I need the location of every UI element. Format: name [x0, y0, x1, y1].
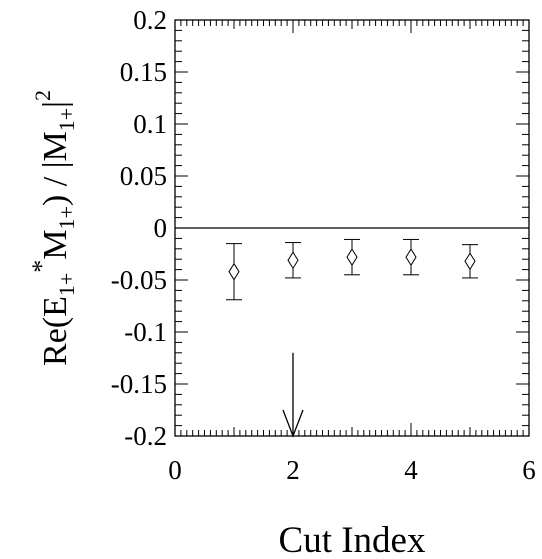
- arrow-head: [282, 409, 304, 438]
- tick-labels: 0.20.150.10.050-0.05-0.1-0.15-0.20 2 4 6: [111, 5, 536, 485]
- data-point-diamond: [228, 262, 240, 281]
- tick-marks: [174, 19, 530, 437]
- x-tick-label: 2: [286, 455, 300, 485]
- y-tick-label: 0.05: [120, 161, 167, 191]
- y-tick-label: 0.2: [133, 5, 167, 35]
- cut-arrow: [282, 352, 304, 438]
- y-tick-label: 0: [154, 213, 168, 243]
- x-tick-label: 6: [522, 455, 536, 485]
- data-point-diamond: [405, 248, 417, 267]
- y-tick-label: -0.05: [111, 265, 167, 295]
- y-tick-label: -0.2: [124, 421, 167, 451]
- data-point-diamond: [346, 248, 358, 267]
- x-tick-label: 4: [404, 455, 418, 485]
- data-point-diamond: [287, 251, 299, 270]
- y-tick-label: 0.15: [120, 57, 167, 87]
- y-tick-label: -0.15: [111, 369, 167, 399]
- x-axis-label: Cut Index: [279, 520, 426, 559]
- y-tick-label: -0.1: [124, 317, 167, 347]
- y-axis-label: Re(E1+*M1+) / |M1+|2: [27, 90, 79, 366]
- data-point-diamond: [464, 252, 476, 271]
- data-points: [226, 238, 478, 301]
- y-tick-label: 0.1: [133, 109, 167, 139]
- x-tick-label: 0: [168, 455, 182, 485]
